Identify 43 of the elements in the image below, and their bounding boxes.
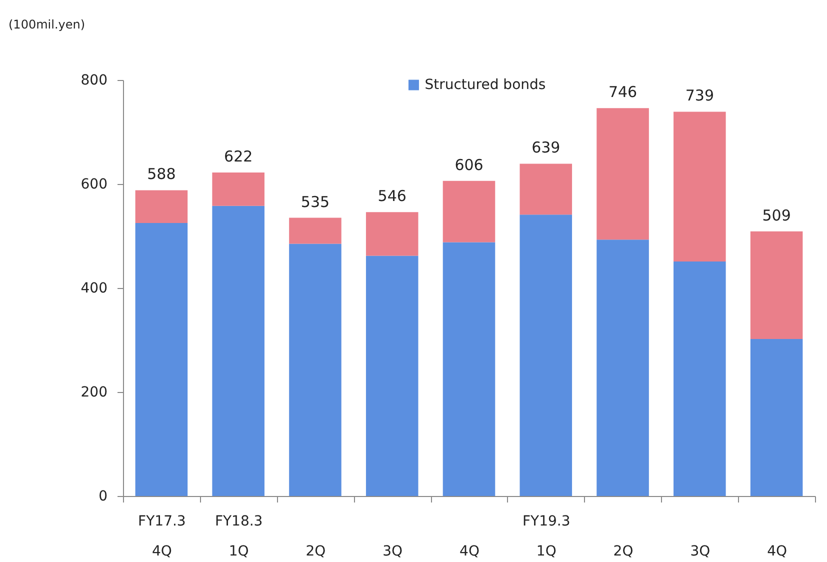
bar	[520, 164, 572, 215]
bar	[289, 244, 342, 496]
x-tick-label: FY18.3 1Q	[214, 514, 263, 560]
total-label: 639	[532, 138, 560, 157]
bar	[135, 223, 188, 496]
bar	[674, 112, 726, 262]
bar	[750, 231, 803, 339]
x-tick-label: FY19.3 1Q	[522, 514, 570, 560]
total-label: 509	[762, 206, 791, 224]
bar	[674, 261, 726, 496]
x-tick-label: 3Q	[382, 544, 403, 560]
x-tick-label: 3Q	[690, 544, 710, 560]
bar	[212, 206, 264, 496]
total-label: 622	[224, 148, 253, 166]
bar	[212, 172, 264, 206]
bar	[366, 256, 418, 496]
bar	[135, 190, 188, 223]
y-tick-label: 0	[98, 488, 108, 504]
y-axis-title: (100mil.yen)	[8, 18, 86, 32]
bar	[596, 108, 649, 240]
bar	[596, 240, 649, 496]
y-tick-label: 800	[80, 72, 108, 88]
bar	[442, 242, 496, 496]
x-tick-label: 4Q	[460, 544, 480, 560]
bar	[442, 180, 496, 242]
total-label: 739	[685, 86, 714, 105]
legend-label: Structured bonds	[424, 77, 546, 93]
total-label: 588	[147, 165, 176, 184]
bar	[289, 218, 342, 244]
total-label: 546	[378, 187, 406, 206]
total-label: 606	[454, 156, 484, 174]
y-tick-label: 600	[80, 176, 108, 192]
y-tick-label: 400	[80, 280, 108, 296]
y-tick-label: 200	[80, 384, 108, 400]
x-tick-label: 4Q	[767, 544, 788, 560]
total-label: 535	[300, 192, 330, 211]
bar	[520, 214, 572, 496]
x-tick-label: FY17.3 4Q	[138, 514, 186, 560]
x-tick-label: 2Q	[306, 544, 326, 560]
x-tick-label: 2Q	[613, 544, 634, 560]
bar	[366, 212, 418, 256]
total-label: 746	[608, 83, 638, 102]
bar	[750, 338, 803, 496]
